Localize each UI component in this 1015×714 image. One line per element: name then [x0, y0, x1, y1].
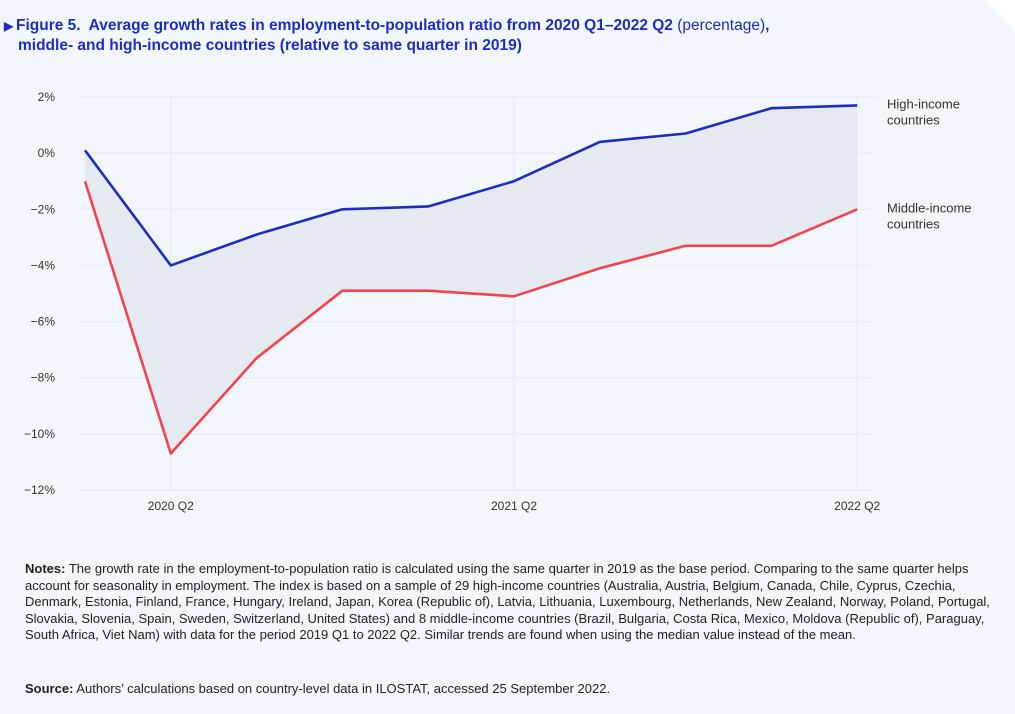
range-band-area: [85, 105, 858, 454]
y-tick-label: −8%: [31, 371, 56, 385]
x-tick-label: 2022 Q2: [834, 499, 880, 513]
legend-label: High-income: [887, 96, 960, 111]
source-label: Source:: [25, 681, 74, 696]
y-tick-label: 0%: [38, 146, 56, 160]
figure-title-text: Average growth rates in employment-to-po…: [88, 17, 673, 34]
x-axis: 2020 Q2 2021 Q2 2022 Q2: [148, 499, 881, 513]
triangle-marker-icon: ▶: [4, 19, 14, 33]
y-tick-label: −4%: [31, 258, 56, 272]
notes-label: Notes:: [25, 561, 66, 576]
chart-source: Source: Authors’ calculations based on c…: [25, 681, 1000, 697]
figure-number: Figure 5.: [16, 17, 81, 34]
chart-notes: Notes: The growth rate in the employment…: [25, 561, 1000, 644]
y-tick-label: −6%: [31, 315, 56, 329]
figure-unit: (percentage): [677, 17, 766, 34]
source-text: Authors’ calculations based on country-l…: [73, 681, 611, 696]
legend-label: countries: [887, 112, 940, 127]
y-tick-label: −12%: [24, 483, 55, 497]
legend: High-incomecountriesMiddle-incomecountri…: [887, 96, 972, 231]
page-corner-decoration: [985, 0, 1015, 30]
middle-income-line: [83, 180, 858, 455]
legend-label: Middle-income: [887, 200, 972, 215]
series-lines: [83, 104, 858, 455]
x-tick-label: 2020 Q2: [148, 499, 194, 513]
range-band: [85, 105, 858, 454]
y-axis: 2% 0% −2% −4% −6% −8% −10% −12%: [24, 90, 55, 497]
y-tick-label: −2%: [31, 202, 56, 216]
line-chart: 2%0%−2%−4%−6%−8%−10%−12% 2020 Q2 2021 Q2 2…: [24, 90, 972, 513]
notes-text: The growth rate in the employment-to-pop…: [25, 561, 990, 642]
legend-label: countries: [887, 216, 940, 231]
x-tick-label: 2021 Q2: [491, 499, 537, 513]
figure-title: ▶ Figure 5. Average growth rates in emplo…: [4, 16, 1004, 56]
figure-subtitle: middle- and high-income countries (relat…: [18, 37, 522, 54]
high-income-line: [83, 104, 858, 267]
y-tick-label: −10%: [24, 427, 55, 441]
y-tick-label: 2%: [38, 90, 56, 104]
